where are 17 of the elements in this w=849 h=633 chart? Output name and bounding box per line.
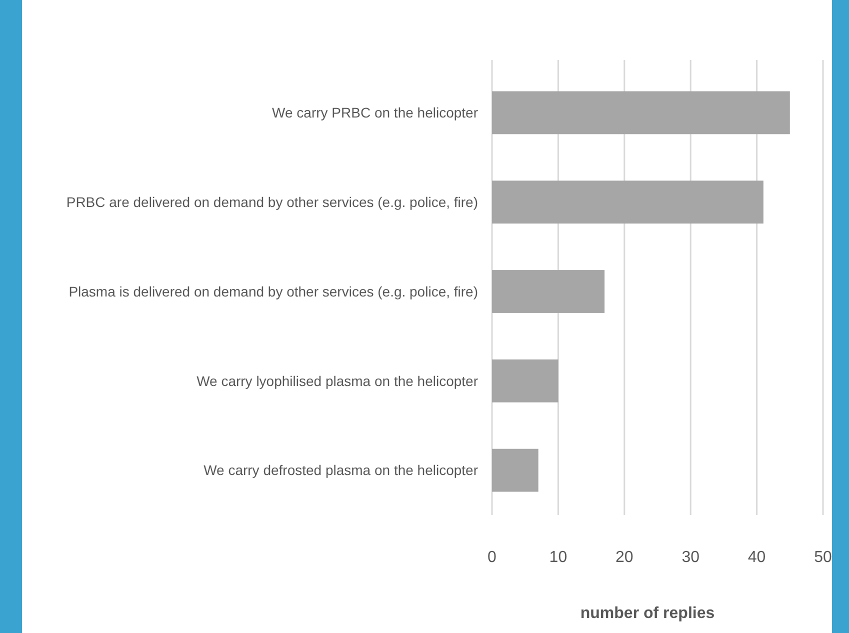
- x-tick-label: 50: [814, 549, 832, 566]
- x-axis-title: number of replies: [580, 605, 715, 622]
- x-tick-label: 10: [549, 549, 568, 566]
- x-tick-label: 0: [488, 549, 497, 566]
- bar: [492, 180, 764, 224]
- y-tick-label: We carry lyophilised plasma on the helicopter: [196, 372, 478, 389]
- bar: [492, 91, 790, 134]
- bar: [492, 359, 558, 402]
- y-tick-label: PRBC are delivered on demand by other services (e.g. police, fire): [66, 194, 478, 210]
- x-tick-label: 30: [682, 549, 700, 566]
- y-tick-label: We carry defrosted plasma on the helicopter: [204, 462, 478, 478]
- bar: [492, 270, 605, 313]
- y-tick-label: Plasma is delivered on demand by other services (e.g. police, fire): [68, 283, 478, 300]
- x-tick-label: 40: [748, 549, 766, 566]
- x-tick-label: 20: [616, 549, 634, 566]
- y-tick-label: We carry PRBC on the helicopter: [272, 104, 478, 121]
- bar: [492, 448, 538, 492]
